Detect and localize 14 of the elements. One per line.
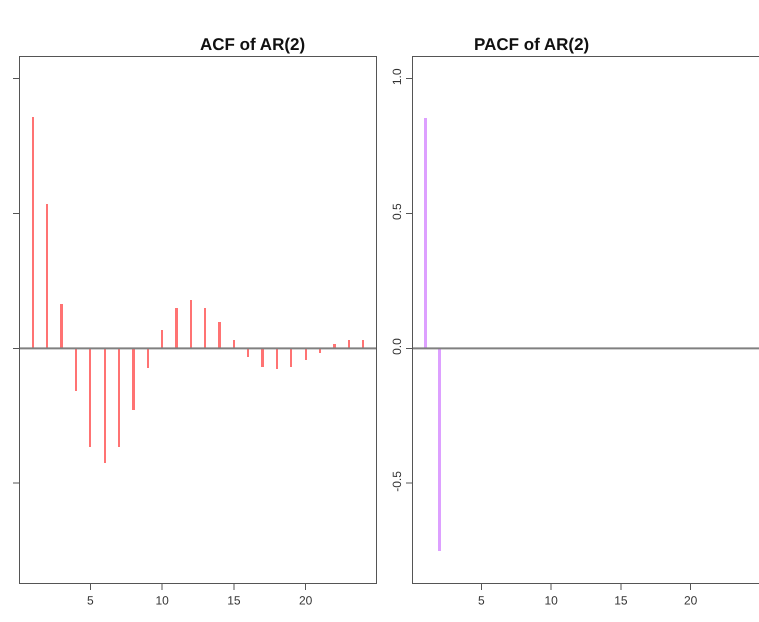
x-tick-label: 5 <box>86 594 94 608</box>
x-tick-label: 20 <box>684 594 698 608</box>
x-tick-label: 20 <box>298 594 313 608</box>
chart-title: PACF of AR(2) <box>474 35 590 54</box>
x-tick-label: 5 <box>478 594 486 608</box>
chart-title: ACF of AR(2) <box>200 35 306 54</box>
y-tick-label: 1.0 <box>390 68 404 86</box>
x-tick-label: 15 <box>614 594 628 608</box>
y-tick-label: 0.5 <box>390 202 404 220</box>
x-tick-label: 15 <box>227 594 241 608</box>
x-tick-label: 10 <box>544 594 558 608</box>
y-tick-label: -0.5 <box>390 470 404 492</box>
x-tick-label: 10 <box>155 594 170 608</box>
y-tick-label: 0.0 <box>390 338 404 355</box>
